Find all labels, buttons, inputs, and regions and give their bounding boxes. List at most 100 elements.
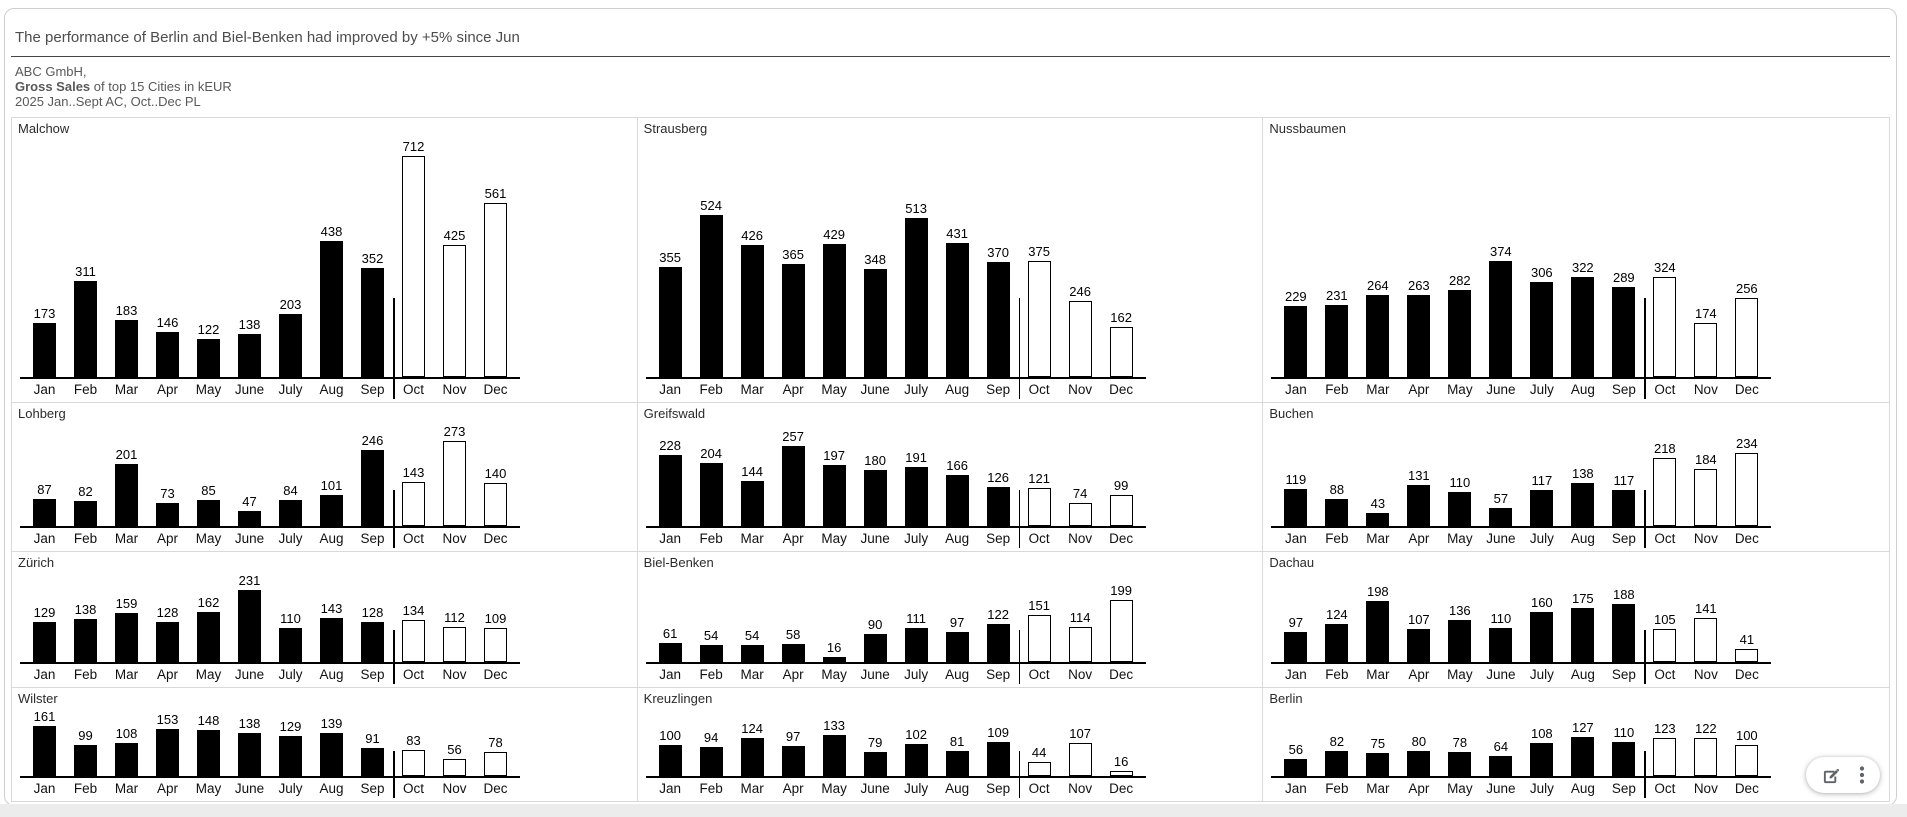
bar-jan-actual[interactable] [658, 643, 682, 662]
bar-apr-actual[interactable] [781, 644, 805, 662]
bar-aug-actual[interactable] [320, 618, 343, 662]
bar-may-actual[interactable] [197, 612, 220, 662]
bar-may-actual[interactable] [1448, 290, 1472, 377]
bar-jan-actual[interactable] [1284, 489, 1308, 526]
bar-sep-actual[interactable] [986, 487, 1010, 526]
bar-jan-actual[interactable] [33, 622, 56, 662]
bar-mar-actual[interactable] [1366, 513, 1390, 526]
bar-mar-actual[interactable] [1366, 601, 1390, 662]
bar-apr-actual[interactable] [156, 503, 179, 526]
bar-mar-actual[interactable] [115, 613, 138, 662]
bar-aug-actual[interactable] [1571, 277, 1595, 377]
bar-aug-actual[interactable] [945, 751, 969, 776]
bar-oct-plan[interactable] [1027, 762, 1051, 776]
bar-feb-actual[interactable] [699, 747, 723, 776]
bar-apr-actual[interactable] [781, 446, 805, 526]
bar-may-actual[interactable] [197, 730, 220, 776]
bar-apr-actual[interactable] [156, 622, 179, 662]
bar-aug-actual[interactable] [1571, 737, 1595, 776]
bar-feb-actual[interactable] [699, 463, 723, 526]
bar-jan-actual[interactable] [33, 499, 56, 526]
bar-may-actual[interactable] [1448, 620, 1472, 662]
bar-oct-plan[interactable] [1027, 615, 1051, 662]
edit-button[interactable] [1822, 766, 1841, 785]
bar-feb-actual[interactable] [1325, 305, 1349, 377]
bar-july-actual[interactable] [904, 467, 928, 526]
bar-july-actual[interactable] [279, 314, 302, 377]
bar-mar-actual[interactable] [740, 645, 764, 662]
bar-june-actual[interactable] [238, 733, 261, 776]
bar-feb-actual[interactable] [699, 215, 723, 377]
bar-mar-actual[interactable] [115, 743, 138, 776]
bar-sep-actual[interactable] [1612, 742, 1636, 776]
bar-dec-plan[interactable] [1109, 771, 1133, 776]
bar-aug-actual[interactable] [1571, 483, 1595, 526]
bar-mar-actual[interactable] [1366, 753, 1390, 776]
bar-oct-plan[interactable] [402, 620, 425, 662]
bar-june-actual[interactable] [1489, 261, 1513, 377]
bar-feb-actual[interactable] [699, 645, 723, 662]
bar-oct-plan[interactable] [402, 750, 425, 776]
bar-feb-actual[interactable] [74, 745, 97, 776]
bar-oct-plan[interactable] [1653, 738, 1677, 776]
bar-dec-plan[interactable] [1109, 495, 1133, 526]
bar-may-actual[interactable] [197, 500, 220, 526]
bar-july-actual[interactable] [904, 628, 928, 662]
bar-sep-actual[interactable] [986, 624, 1010, 662]
bar-nov-plan[interactable] [1694, 738, 1718, 776]
bar-feb-actual[interactable] [1325, 624, 1349, 662]
bar-july-actual[interactable] [904, 744, 928, 776]
bar-may-actual[interactable] [822, 735, 846, 776]
bar-sep-actual[interactable] [361, 268, 384, 377]
bar-june-actual[interactable] [863, 470, 887, 526]
bar-dec-plan[interactable] [1109, 327, 1133, 377]
bar-sep-actual[interactable] [1612, 604, 1636, 662]
bar-nov-plan[interactable] [1068, 627, 1092, 662]
bar-june-actual[interactable] [863, 634, 887, 662]
bar-june-actual[interactable] [238, 511, 261, 526]
bar-july-actual[interactable] [1530, 612, 1554, 662]
bar-sep-actual[interactable] [361, 450, 384, 526]
bar-jan-actual[interactable] [33, 726, 56, 776]
bar-jan-actual[interactable] [1284, 632, 1308, 662]
bar-feb-actual[interactable] [74, 501, 97, 526]
bar-aug-actual[interactable] [320, 733, 343, 776]
bar-mar-actual[interactable] [740, 738, 764, 776]
bar-aug-actual[interactable] [945, 632, 969, 662]
bar-dec-plan[interactable] [1735, 298, 1759, 377]
bar-jan-actual[interactable] [33, 323, 56, 377]
bar-aug-actual[interactable] [1571, 608, 1595, 662]
bar-oct-plan[interactable] [1027, 261, 1051, 377]
bar-june-actual[interactable] [1489, 628, 1513, 662]
bar-oct-plan[interactable] [402, 482, 425, 526]
bar-sep-actual[interactable] [986, 262, 1010, 377]
bar-apr-actual[interactable] [156, 332, 179, 377]
bar-jan-actual[interactable] [1284, 759, 1308, 776]
bar-june-actual[interactable] [863, 269, 887, 377]
bar-nov-plan[interactable] [443, 627, 466, 662]
bar-aug-actual[interactable] [945, 475, 969, 526]
bar-dec-plan[interactable] [484, 203, 507, 377]
bar-july-actual[interactable] [279, 628, 302, 662]
bar-dec-plan[interactable] [1109, 600, 1133, 662]
bar-aug-actual[interactable] [320, 241, 343, 377]
bar-july-actual[interactable] [1530, 490, 1554, 526]
bar-july-actual[interactable] [1530, 282, 1554, 377]
bar-may-actual[interactable] [822, 657, 846, 662]
bar-apr-actual[interactable] [781, 746, 805, 776]
bar-mar-actual[interactable] [115, 320, 138, 377]
bar-may-actual[interactable] [1448, 752, 1472, 776]
bar-aug-actual[interactable] [945, 243, 969, 377]
bar-oct-plan[interactable] [1653, 629, 1677, 662]
bar-feb-actual[interactable] [1325, 751, 1349, 776]
bar-oct-plan[interactable] [1653, 277, 1677, 377]
bar-nov-plan[interactable] [1068, 743, 1092, 776]
bar-aug-actual[interactable] [320, 495, 343, 526]
bar-may-actual[interactable] [1448, 492, 1472, 526]
bar-apr-actual[interactable] [1407, 629, 1431, 662]
bar-nov-plan[interactable] [1694, 469, 1718, 526]
more-options-button[interactable] [1859, 765, 1865, 785]
bar-apr-actual[interactable] [1407, 485, 1431, 526]
bar-feb-actual[interactable] [74, 281, 97, 377]
bar-july-actual[interactable] [904, 218, 928, 377]
